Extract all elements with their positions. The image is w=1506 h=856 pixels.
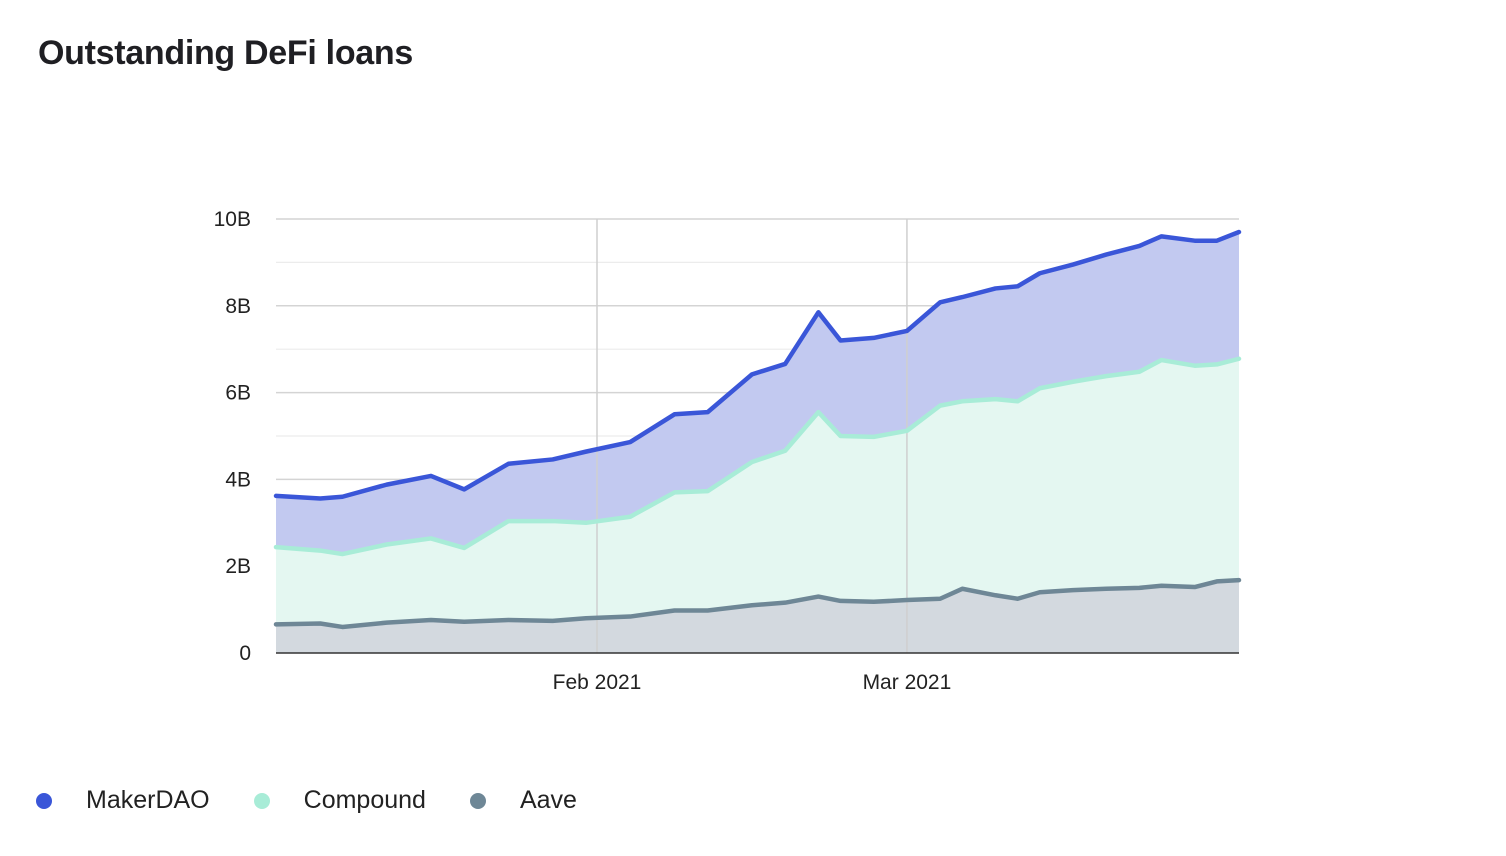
y-tick-label: 10B (214, 208, 251, 231)
area-compound (276, 358, 1239, 627)
legend-label-makerdao: MakerDAO (86, 786, 210, 814)
y-tick-label: 0 (239, 642, 251, 665)
x-tick-label: Mar 2021 (863, 671, 952, 694)
y-tick-label: 2B (225, 555, 251, 578)
area-aave (276, 580, 1239, 653)
y-tick-label: 4B (225, 468, 251, 491)
x-tick-label: Feb 2021 (553, 671, 642, 694)
legend-item-makerdao[interactable]: MakerDAO (36, 786, 210, 815)
legend-label-compound: Compound (303, 786, 426, 814)
y-tick-label: 6B (225, 382, 251, 405)
area-makerdao (276, 232, 1239, 555)
line-compound (273, 356, 1242, 557)
legend-marker-compound (253, 792, 270, 809)
legend-label-aave: Aave (519, 786, 577, 814)
chart-legend: MakerDAO Compound Aave (36, 786, 621, 815)
line-makerdao (273, 229, 1242, 501)
legend-item-compound[interactable]: Compound (253, 786, 426, 815)
chart-area: 0 2B 4B 6B 8B 10B Feb 2021 Mar 2021 (214, 208, 1242, 694)
chart-title: Outstanding DeFi loans (38, 34, 413, 72)
line-aave (273, 577, 1242, 630)
legend-marker-makerdao (36, 792, 52, 809)
y-tick-label: 8B (225, 295, 251, 318)
legend-marker-aave (469, 792, 486, 809)
legend-item-aave[interactable]: Aave (469, 786, 577, 815)
